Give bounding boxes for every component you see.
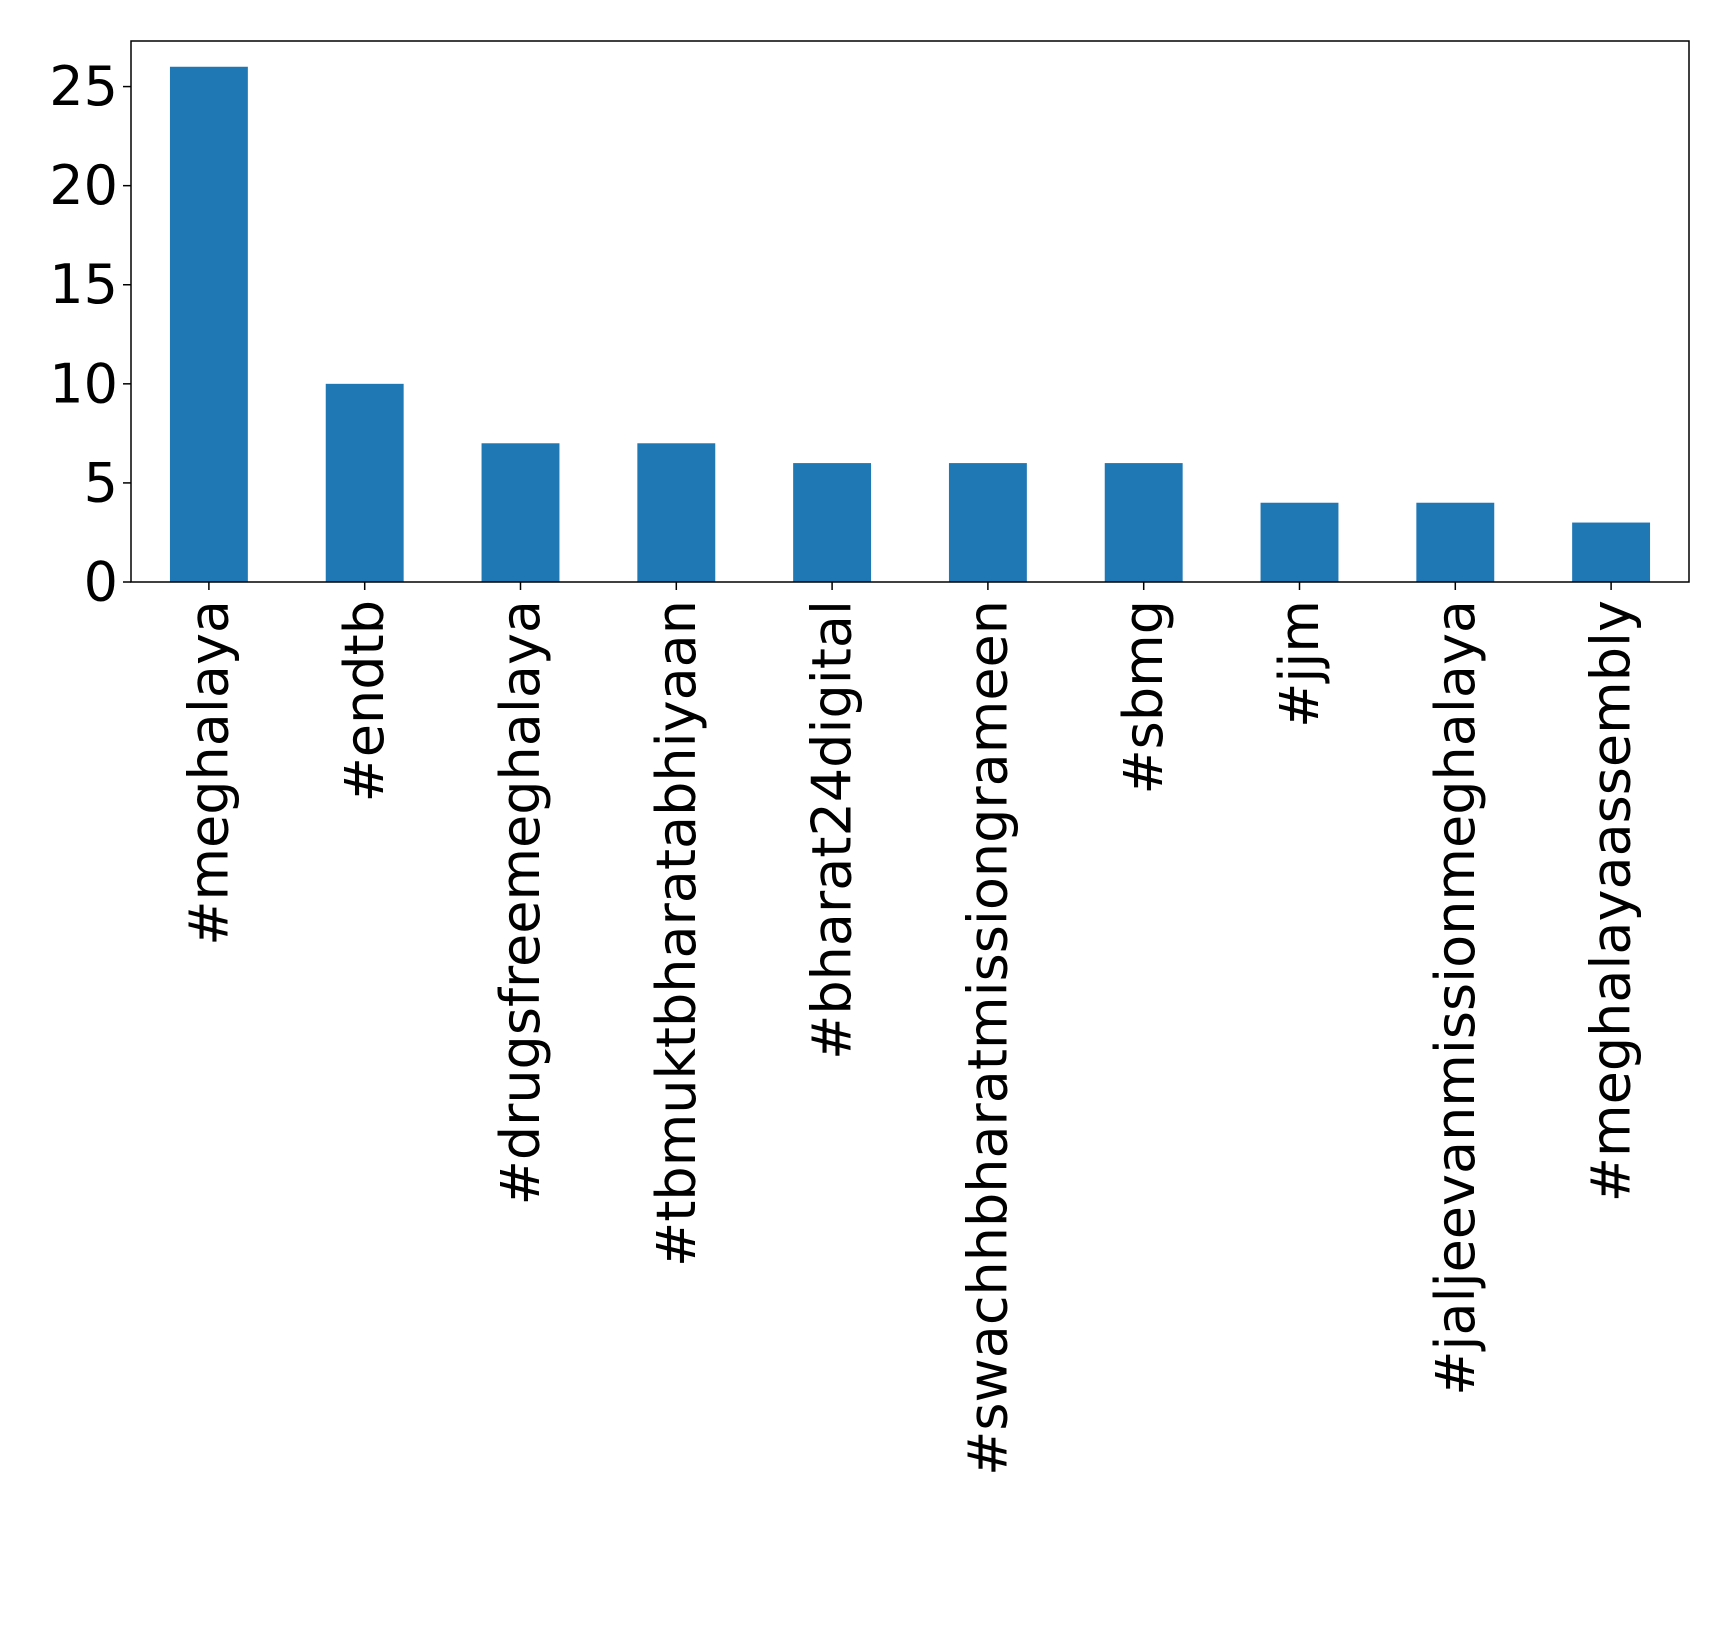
x-axis: #meghalaya #endtb #drugsfreemeghalaya #tbmu…: [177, 582, 1643, 1476]
x-tick-label: #meghalayaassembly: [1580, 600, 1643, 1202]
x-tick-label: #swachhbharatmissiongrameen: [956, 600, 1019, 1476]
y-tick-label: 5: [84, 451, 118, 514]
y-axis: 0 5 10 15 20 25: [49, 55, 131, 614]
bar: [481, 443, 560, 582]
x-tick-label: #tbmuktbharatabhiyaan: [645, 600, 708, 1267]
x-tick-label: #sbmg: [1112, 600, 1175, 795]
bar: [325, 383, 404, 582]
bar: [1416, 502, 1495, 582]
y-tick-label: 15: [49, 253, 118, 316]
y-tick-label: 0: [84, 551, 118, 614]
x-tick-label: #endtb: [333, 600, 396, 802]
y-tick-label: 20: [49, 154, 118, 217]
bar: [1572, 522, 1651, 582]
x-tick-label: #bharat24digital: [801, 600, 864, 1060]
x-tick-label: #drugsfreemeghalaya: [489, 600, 552, 1205]
y-tick-label: 10: [49, 352, 118, 415]
x-tick-label: #meghalaya: [177, 600, 240, 946]
bar: [1104, 463, 1183, 582]
x-tick-label: #jaljeevanmissionmeghalaya: [1424, 600, 1487, 1396]
bar: [793, 463, 872, 582]
x-tick-label: #jjm: [1268, 600, 1331, 728]
bar: [1260, 502, 1339, 582]
y-tick-label: 25: [49, 55, 118, 118]
bar: [169, 66, 248, 582]
bars-group: [169, 66, 1651, 582]
plot-frame: [130, 40, 1690, 583]
bar: [948, 463, 1027, 582]
bar: [637, 443, 716, 582]
